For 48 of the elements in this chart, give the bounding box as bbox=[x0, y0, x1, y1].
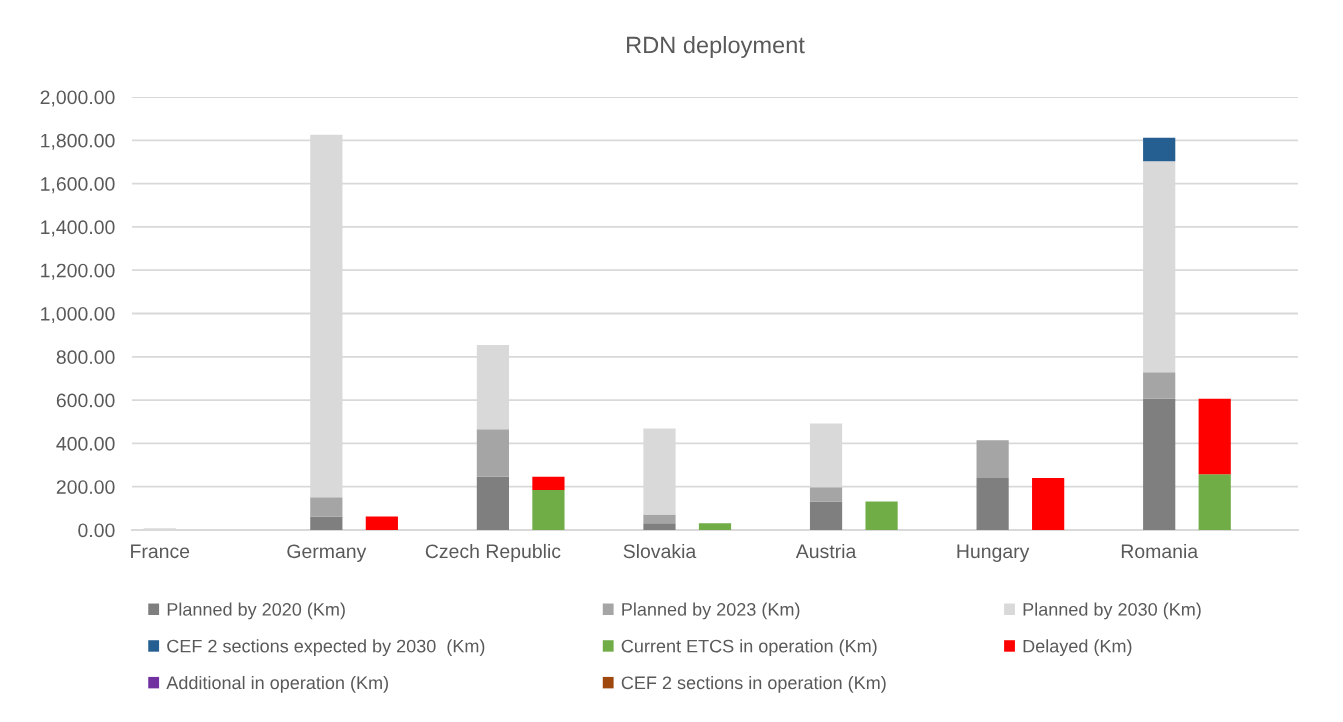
legend-label: Planned by 2030 (Km) bbox=[1023, 602, 1201, 620]
legend-label: CEF 2 sections expected by 2030 (Km) bbox=[167, 639, 485, 657]
y-tick-label: 1,400.00 bbox=[41, 220, 115, 237]
y-tick-label: 800.00 bbox=[56, 350, 115, 365]
x-tick-label: Czech Republic bbox=[425, 543, 561, 563]
x-tick-label: Slovakia bbox=[623, 543, 697, 559]
y-tick-label: 1,800.00 bbox=[41, 133, 115, 150]
bar bbox=[1198, 398, 1231, 475]
legend-label: Planned by 2020 (Km) bbox=[167, 602, 345, 620]
y-tick-label: 400.00 bbox=[56, 436, 115, 451]
bar bbox=[698, 523, 732, 530]
bar bbox=[865, 501, 898, 530]
bar bbox=[476, 429, 510, 477]
y-tick-label: 0.00 bbox=[78, 523, 115, 538]
bar bbox=[643, 523, 676, 530]
y-tick-label: 2,000.00 bbox=[40, 90, 115, 107]
bar bbox=[476, 476, 510, 530]
bar bbox=[310, 516, 343, 530]
legend-label: Planned by 2023 (Km) bbox=[622, 602, 800, 620]
bar bbox=[532, 476, 565, 490]
y-tick-label: 1,200.00 bbox=[41, 263, 115, 280]
bar bbox=[1143, 137, 1176, 162]
bar bbox=[365, 516, 398, 530]
x-tick-label: France bbox=[131, 544, 190, 559]
y-tick-label: 200.00 bbox=[56, 480, 115, 494]
bar bbox=[809, 487, 843, 502]
legend-label: Additional in operation (Km) bbox=[166, 675, 388, 693]
legend-label: Current ETCS in operation (Km) bbox=[621, 639, 877, 657]
bar bbox=[1198, 474, 1231, 530]
bar bbox=[1143, 398, 1176, 530]
legend-label: Delayed (Km) bbox=[1023, 639, 1132, 657]
x-tick-label: Austria bbox=[795, 543, 857, 559]
x-tick-label: Germany bbox=[287, 544, 367, 563]
y-tick-label: 600.00 bbox=[56, 393, 115, 408]
bar bbox=[976, 478, 1009, 530]
x-tick-label: Romania bbox=[1121, 543, 1199, 559]
bar bbox=[809, 501, 843, 530]
bar bbox=[1143, 372, 1176, 399]
y-tick-label: 1,600.00 bbox=[41, 177, 115, 194]
bar bbox=[532, 489, 565, 530]
bar bbox=[643, 514, 676, 524]
bar bbox=[976, 440, 1009, 479]
y-tick-label: 1,000.00 bbox=[41, 306, 115, 324]
bar bbox=[310, 497, 343, 517]
x-tick-label: Hungary bbox=[957, 544, 1030, 563]
legend-label: CEF 2 sections in operation (Km) bbox=[621, 675, 886, 693]
chart-title: RDN deployment bbox=[627, 36, 805, 58]
bar bbox=[1032, 478, 1065, 530]
